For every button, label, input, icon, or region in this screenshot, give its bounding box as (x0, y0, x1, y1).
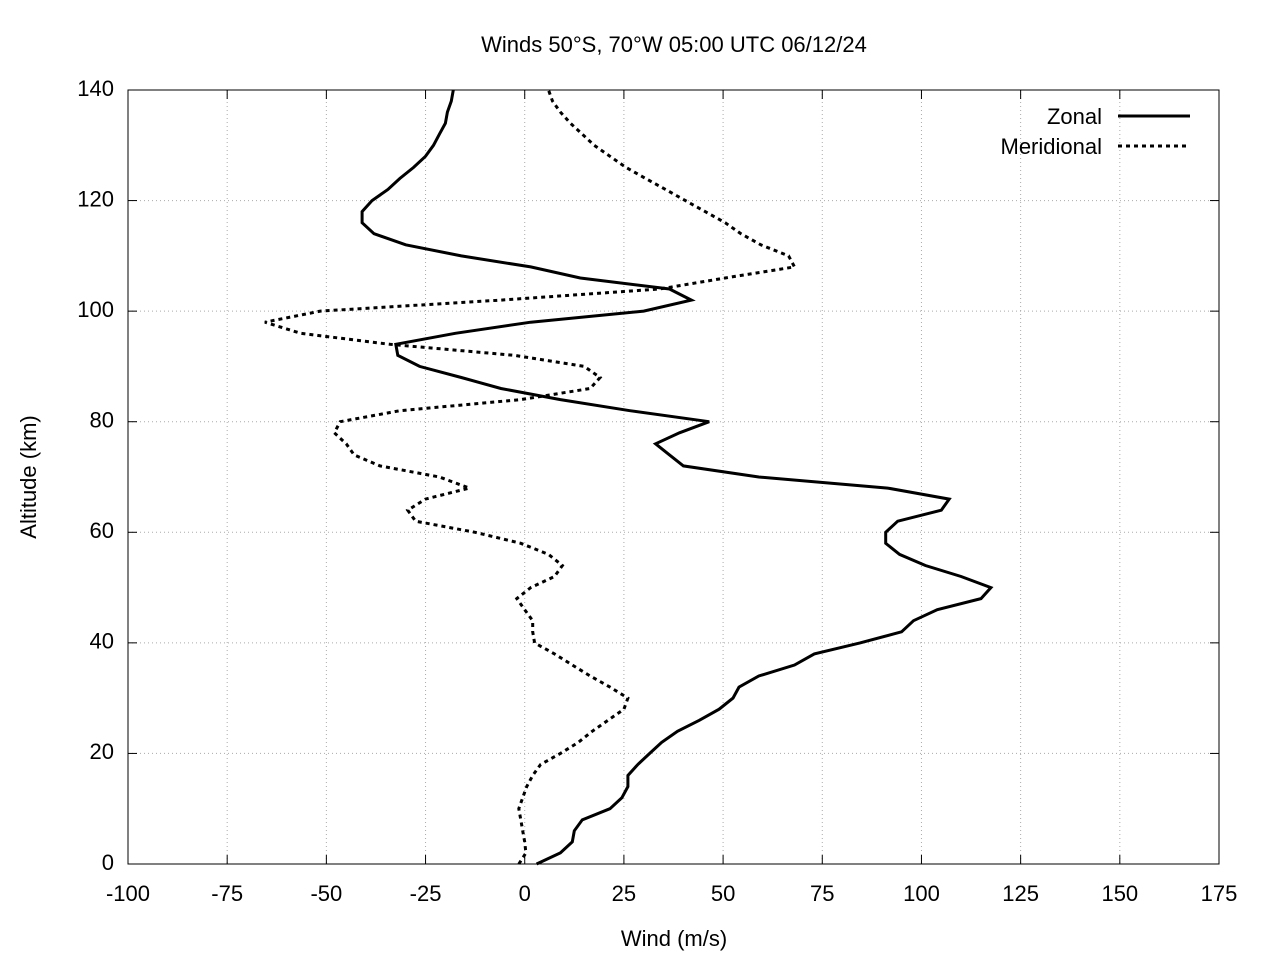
y-tick-label: 80 (90, 408, 114, 433)
x-tick-label: 125 (1002, 881, 1039, 906)
series-line (360, 89, 994, 866)
y-tick-label: 40 (90, 629, 114, 654)
x-tick-label: 0 (519, 881, 531, 906)
x-tick-label: 75 (810, 881, 834, 906)
series-line (264, 89, 797, 865)
x-tick-label: 25 (612, 881, 636, 906)
x-tick-label: 100 (903, 881, 940, 906)
y-tick-label: 100 (77, 297, 114, 322)
x-tick-label: -25 (410, 881, 442, 906)
x-tick-label: 50 (711, 881, 735, 906)
x-tick-label: 150 (1101, 881, 1138, 906)
x-tick-label: -50 (310, 881, 342, 906)
y-tick-label: 140 (77, 76, 114, 101)
y-tick-label: 20 (90, 739, 114, 764)
legend-label: Meridional (1001, 134, 1103, 159)
x-axis-label: Wind (m/s) (621, 926, 727, 951)
x-tick-label: 175 (1201, 881, 1238, 906)
y-tick-label: 60 (90, 518, 114, 543)
legend-label: Zonal (1047, 104, 1102, 129)
plot-frame (127, 89, 1220, 865)
y-axis-label: Altitude (km) (16, 415, 41, 538)
chart-title: Winds 50°S, 70°W 05:00 UTC 06/12/24 (481, 32, 867, 57)
y-tick-label: 120 (77, 186, 114, 211)
x-tick-label: -100 (106, 881, 150, 906)
y-tick-label: 0 (102, 850, 114, 875)
x-tick-label: -75 (211, 881, 243, 906)
